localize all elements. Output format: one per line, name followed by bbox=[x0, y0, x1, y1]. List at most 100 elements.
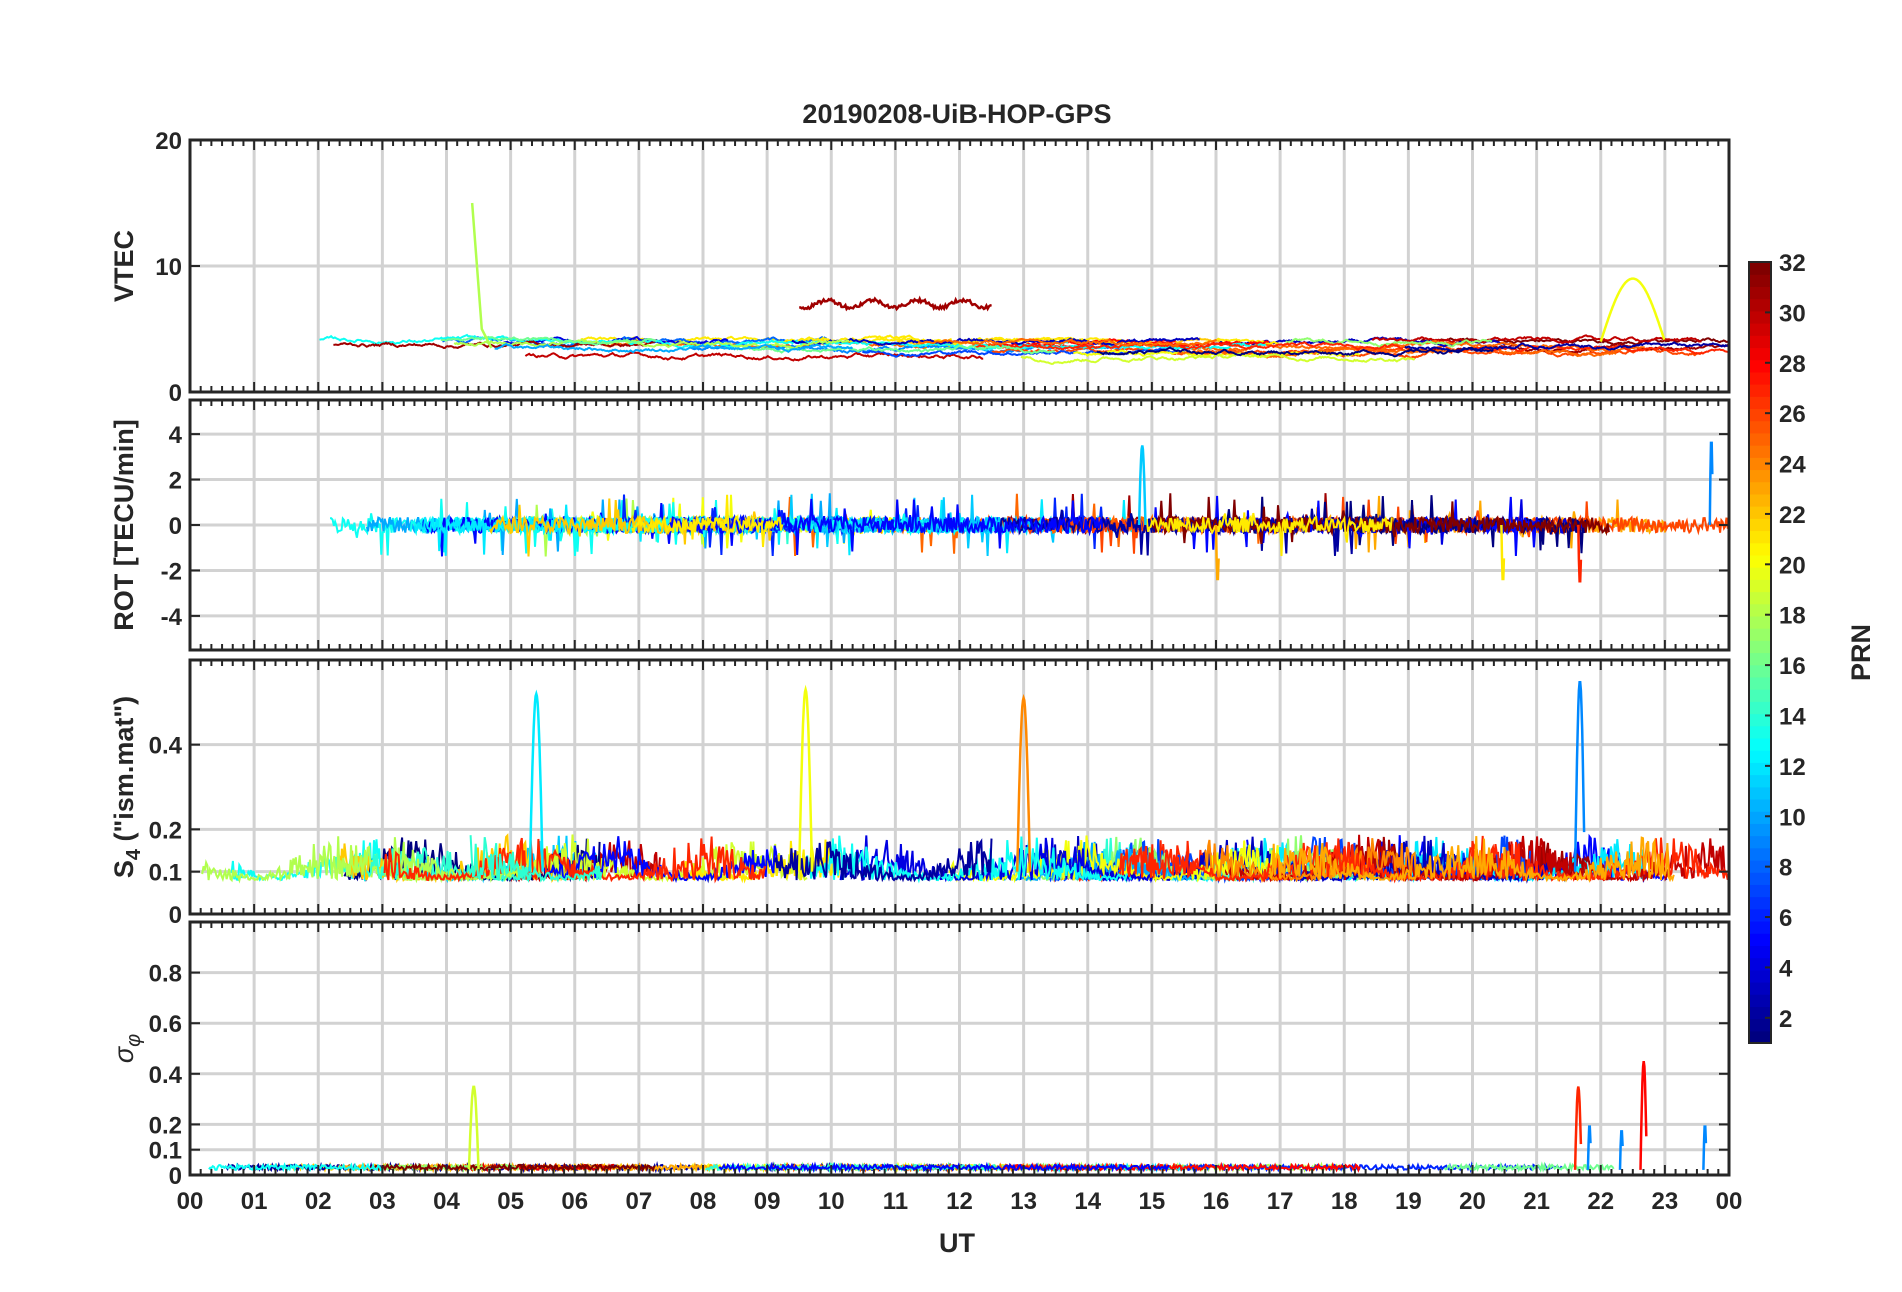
colorbar-tick-label: 6 bbox=[1779, 905, 1792, 932]
colorbar-tick-label: 30 bbox=[1779, 300, 1806, 327]
sigma-spike-2220 bbox=[1618, 1130, 1624, 1170]
vtec-series-prn-10 bbox=[494, 342, 854, 354]
rot-frame bbox=[188, 398, 1731, 652]
s4-frame bbox=[188, 658, 1731, 916]
colorbar-segment bbox=[1749, 969, 1771, 983]
colorbar-tick-label: 12 bbox=[1779, 754, 1806, 781]
colorbar-segment bbox=[1749, 676, 1771, 690]
vtec-frame bbox=[188, 138, 1731, 394]
colorbar-segment bbox=[1749, 994, 1771, 1007]
colorbar-segment bbox=[1749, 542, 1771, 556]
vtec-series-prn-25 bbox=[1177, 345, 1617, 359]
s4-y-axis-label: S4 ("ism.mat") bbox=[109, 696, 145, 878]
colorbar-segment bbox=[1749, 323, 1771, 336]
rot-y-tick-label: 4 bbox=[169, 422, 183, 449]
colorbar-tick-label: 26 bbox=[1779, 401, 1806, 428]
rot-spike-1600 bbox=[1214, 524, 1220, 581]
s4-peak-1300 bbox=[1015, 693, 1032, 872]
vtec-series-prn-13 bbox=[319, 333, 622, 345]
x-tick-label: 14 bbox=[1074, 1188, 1101, 1215]
colorbar-segment bbox=[1749, 713, 1771, 727]
colorbar-segment bbox=[1749, 1006, 1771, 1020]
s4-y-tick-label: 0 bbox=[169, 902, 182, 929]
vtec-series-prn-27 bbox=[1461, 344, 1729, 355]
colorbar-segment bbox=[1749, 457, 1771, 471]
x-tick-label: 21 bbox=[1523, 1188, 1550, 1215]
sigma_phi-series-prn-13 bbox=[208, 1161, 383, 1173]
colorbar-segment bbox=[1749, 786, 1771, 800]
sigma_phi-frame bbox=[188, 920, 1731, 1177]
colorbar-segment bbox=[1749, 286, 1771, 300]
rot-spike-1450 bbox=[1137, 445, 1147, 526]
colorbar-segment bbox=[1749, 884, 1771, 898]
colorbar-segment bbox=[1749, 847, 1771, 861]
vtec-y-tick-label: 20 bbox=[155, 128, 182, 155]
chart-title: 20190208-UiB-HOP-GPS bbox=[802, 99, 1111, 129]
colorbar-segment bbox=[1749, 823, 1771, 837]
colorbar-tick-label: 28 bbox=[1779, 351, 1806, 378]
s4-series-prn-13 bbox=[806, 835, 1132, 884]
colorbar-segment bbox=[1749, 603, 1771, 617]
colorbar-segment bbox=[1749, 701, 1771, 715]
vtec-series-prn-1 bbox=[1096, 346, 1494, 358]
rot-series-prn-26 bbox=[1328, 496, 1729, 545]
colorbar-segment bbox=[1749, 652, 1771, 666]
x-tick-label: 10 bbox=[818, 1188, 845, 1215]
x-tick-label: 16 bbox=[1203, 1188, 1230, 1215]
rot-y-axis-label: ROT [TECU/min] bbox=[109, 419, 139, 630]
colorbar-segment bbox=[1749, 859, 1771, 873]
colorbar-segment bbox=[1749, 420, 1771, 434]
colorbar-tick-label: 4 bbox=[1779, 955, 1793, 982]
colorbar-tick-label: 20 bbox=[1779, 552, 1806, 579]
colorbar-segment bbox=[1749, 579, 1771, 593]
s4-peak-2140 bbox=[1573, 680, 1586, 872]
colorbar-segment bbox=[1749, 469, 1771, 483]
x-tick-label: 15 bbox=[1139, 1188, 1166, 1215]
sigma_phi-y-tick-label: 0.4 bbox=[149, 1062, 183, 1089]
vtec-series-prn-16 bbox=[440, 335, 657, 346]
s4-y-tick-label: 0.1 bbox=[149, 860, 182, 887]
colorbar-segment bbox=[1749, 1018, 1771, 1032]
s4-series-prn-23 bbox=[1268, 836, 1675, 884]
vtec-series-prn-2 bbox=[1404, 341, 1729, 353]
s4-series-prn-4 bbox=[839, 835, 1154, 884]
x-tick-label: 07 bbox=[626, 1188, 653, 1215]
vtec-spike-prn-18 bbox=[470, 202, 493, 349]
colorbar-segment bbox=[1749, 664, 1771, 678]
colorbar-segment bbox=[1749, 1030, 1771, 1044]
rot-series-prn-21 bbox=[1143, 512, 1393, 557]
s4-series-prn-27 bbox=[383, 836, 767, 884]
colorbar-segment bbox=[1749, 774, 1771, 788]
vtec-series-prn-30 bbox=[1371, 334, 1702, 345]
vtec-series-prn-25 bbox=[917, 337, 1218, 348]
sigma_phi-y-tick-label: 0.6 bbox=[149, 1011, 182, 1038]
s4-y-label-rest: ("ism.mat") bbox=[109, 696, 139, 849]
x-tick-label: 06 bbox=[561, 1188, 588, 1215]
colorbar-segment bbox=[1749, 798, 1771, 812]
x-tick-label: 12 bbox=[946, 1188, 973, 1215]
colorbar-segment bbox=[1749, 310, 1771, 324]
colorbar-tick-label: 18 bbox=[1779, 603, 1806, 630]
colorbar-segment bbox=[1749, 506, 1771, 519]
s4-y-label-sub: 4 bbox=[123, 848, 145, 860]
colorbar-segment bbox=[1749, 811, 1771, 824]
rot-series-prn-21 bbox=[631, 494, 784, 548]
colorbar-segment bbox=[1749, 396, 1771, 410]
colorbar-segment bbox=[1749, 445, 1771, 458]
colorbar-tick-label: 16 bbox=[1779, 653, 1806, 680]
s4-peak-0935 bbox=[797, 684, 814, 872]
colorbar-segment bbox=[1749, 920, 1771, 934]
sigma_phi-y-tick-label: 0.8 bbox=[149, 961, 182, 988]
panel-s4: 00.10.20.4S4 ("ism.mat") bbox=[109, 658, 1731, 929]
vtec-y-tick-label: 10 bbox=[155, 254, 182, 281]
vtec-series-prn-19 bbox=[1020, 352, 1416, 366]
colorbar-segment bbox=[1749, 384, 1771, 397]
colorbar-segment bbox=[1749, 750, 1771, 763]
colorbar-segment bbox=[1749, 689, 1771, 702]
colorbar-segment bbox=[1749, 725, 1771, 739]
colorbar-segment bbox=[1749, 518, 1771, 532]
colorbar-tick-label: 10 bbox=[1779, 804, 1806, 831]
vtec-y-axis-label: VTEC bbox=[109, 230, 139, 302]
colorbar-segment bbox=[1749, 908, 1771, 922]
